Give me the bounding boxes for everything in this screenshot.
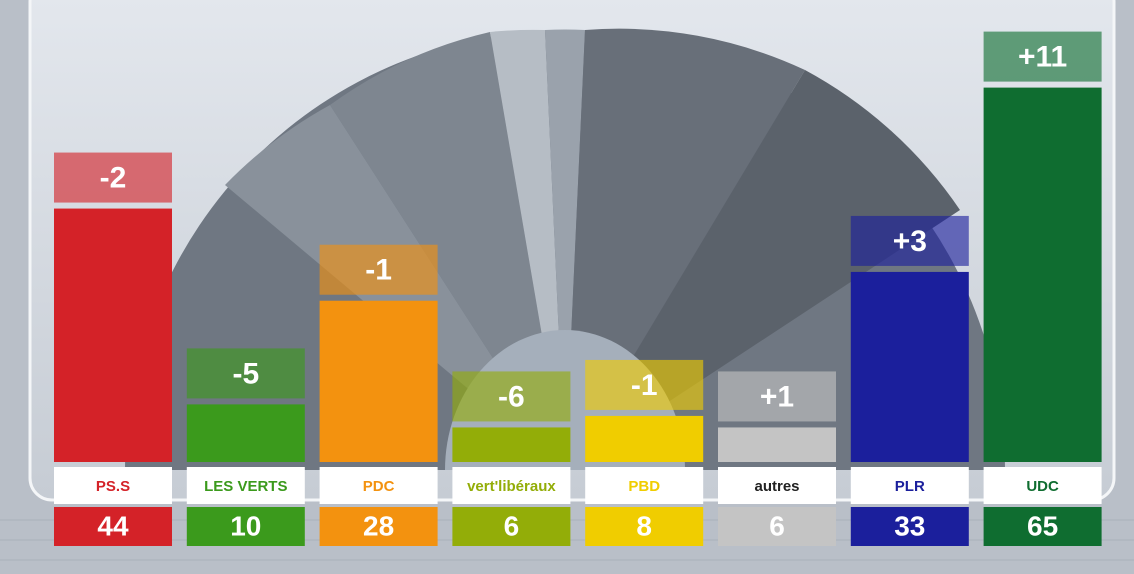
seat-count: 65 bbox=[1027, 510, 1058, 541]
bar bbox=[187, 404, 305, 462]
bar bbox=[984, 88, 1102, 462]
bar bbox=[585, 416, 703, 462]
change-label: +3 bbox=[893, 225, 927, 258]
party-label: PDC bbox=[363, 478, 395, 495]
page: {"chart_data": {"type": "bar", "categori… bbox=[0, 0, 1134, 574]
bar bbox=[320, 301, 438, 462]
seat-count: 33 bbox=[894, 510, 925, 541]
change-label: +1 bbox=[760, 380, 794, 413]
seat-count: 6 bbox=[769, 510, 785, 541]
seat-count: 8 bbox=[636, 510, 652, 541]
change-label: -5 bbox=[232, 357, 259, 390]
party-label: PBD bbox=[628, 478, 660, 495]
party-label: PLR bbox=[895, 478, 925, 495]
bar bbox=[851, 272, 969, 462]
change-label: -1 bbox=[631, 369, 658, 402]
party-label: UDC bbox=[1026, 478, 1059, 495]
party-label: LES VERTS bbox=[204, 478, 287, 495]
bar bbox=[452, 427, 570, 462]
party-label: autres bbox=[754, 478, 799, 495]
change-label: -2 bbox=[100, 161, 127, 194]
bar bbox=[718, 427, 836, 462]
change-label: -1 bbox=[365, 254, 392, 287]
party-label: vert'libéraux bbox=[467, 478, 556, 495]
party-label: PS.S bbox=[96, 478, 130, 495]
seat-count: 10 bbox=[230, 510, 261, 541]
change-label: -6 bbox=[498, 380, 525, 413]
bar bbox=[54, 209, 172, 462]
change-label: +11 bbox=[1018, 41, 1067, 74]
seat-count: 28 bbox=[363, 510, 394, 541]
chart: -2 PS.S 44 -5 LES VERTS 10 -1 PDC 28 -6 vert'libér… bbox=[0, 0, 1134, 574]
seat-count: 44 bbox=[97, 510, 129, 541]
seat-count: 6 bbox=[504, 510, 520, 541]
